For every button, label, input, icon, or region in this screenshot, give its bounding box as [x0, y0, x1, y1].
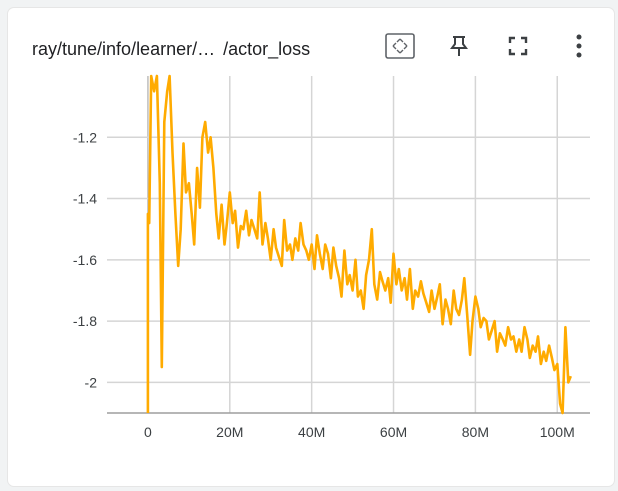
y-tick-label: -1.2 — [73, 129, 97, 145]
x-tick-label: 80M — [462, 424, 489, 440]
more-menu-button[interactable] — [563, 30, 595, 62]
y-tick-label: -1.4 — [73, 191, 97, 207]
y-tick-label: -1.8 — [73, 313, 97, 329]
pin-icon — [450, 36, 468, 56]
pin-button[interactable] — [443, 30, 475, 62]
x-tick-label: 40M — [298, 424, 325, 440]
more-vert-icon — [576, 34, 582, 58]
chart-grid — [107, 76, 590, 414]
chart-series — [146, 74, 573, 415]
x-tick-label: 100M — [540, 424, 575, 440]
title-tag-leaf: /actor_loss — [223, 39, 311, 59]
y-tick-label: -2 — [85, 374, 98, 390]
fullscreen-button[interactable] — [502, 30, 534, 62]
x-tick-label: 0 — [144, 424, 152, 440]
series-line — [146, 74, 573, 415]
x-tick-label: 20M — [216, 424, 243, 440]
fit-domain-button[interactable] — [384, 30, 416, 62]
title-tag-path: ray/tune/info/learner/… — [32, 39, 216, 59]
card-header: ray/tune/info/learner/… /actor_loss — [8, 8, 614, 72]
fullscreen-icon — [508, 36, 528, 56]
fit-domain-icon — [385, 33, 415, 59]
chart-title: ray/tune/info/learner/… /actor_loss — [32, 39, 310, 60]
y-tick-label: -1.6 — [73, 252, 97, 268]
chart-tick-labels: 0 20M 40M 60M 80M 100M -1.2 -1.4 -1.6 -1.8 -2 — [73, 129, 575, 440]
x-tick-label: 60M — [380, 424, 407, 440]
